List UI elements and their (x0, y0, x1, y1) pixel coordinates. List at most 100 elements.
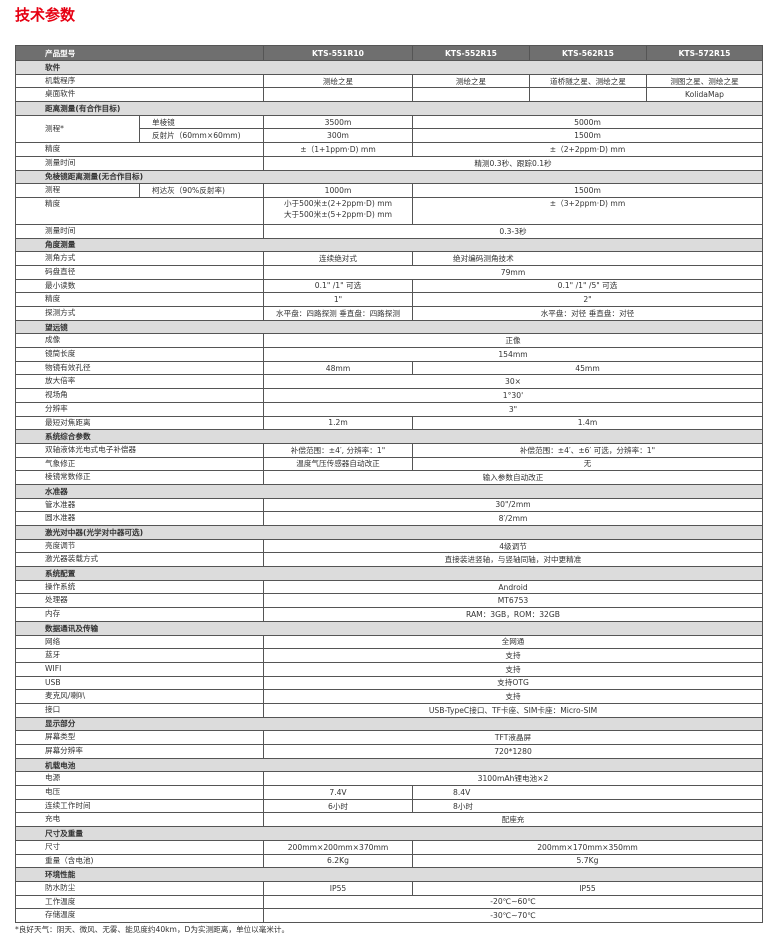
model-header: KTS-551R10 (263, 45, 413, 61)
table-row: 成像 正像 (15, 333, 763, 349)
row-label: 测量时间 (15, 223, 264, 239)
section-title: 激光对中器(光学对中器可选) (15, 525, 763, 540)
section-title: 系统综合参数 (15, 429, 763, 444)
spec-value: TFT液晶屏 (263, 730, 763, 745)
row-label: 放大倍率 (15, 374, 264, 390)
section-header: 角度测量 (15, 237, 763, 253)
spec-value: 1.4m (412, 415, 763, 431)
section-title: 环境性能 (15, 867, 763, 882)
row-label: 精度 (15, 292, 264, 307)
section-title: 软件 (15, 60, 763, 75)
spec-value: 8小时 (412, 798, 763, 814)
spec-value: KolidaMap (646, 87, 763, 103)
spec-value: 补偿范围：±4′、±6′ 可选，分辨率：1" (412, 442, 763, 458)
spec-value: Android (263, 579, 763, 595)
section-header: 望远镜 (15, 319, 763, 335)
spec-value: 1.2m (263, 415, 413, 431)
row-label: 码盘直径 (15, 264, 264, 280)
table-row: 操作系统 Android (15, 579, 763, 595)
row-label: 屏幕分辨率 (15, 744, 264, 759)
table-row: 测程* 单棱镜 3500m 5000m (15, 114, 763, 144)
row-label: 工作温度 (15, 894, 264, 910)
table-row: 防水防尘 IP55 IP55 (15, 880, 763, 896)
row-label: 操作系统 (15, 579, 264, 595)
spec-value: 水平盘：四路探测 垂直盘：四路探测 (263, 306, 413, 321)
spec-value: 4级调节 (263, 538, 763, 554)
section-title: 尺寸及重量 (15, 826, 763, 841)
spec-value: 45mm (412, 360, 763, 376)
spec-table: 产品型号 KTS-551R10 KTS-552R15 KTS-562R15 KTS-57… (15, 45, 763, 923)
table-row: 亮度调节 4级调节 (15, 538, 763, 554)
section-header: 尺寸及重量 (15, 826, 763, 841)
table-row: 精度 ±（1+1ppm·D) mm ±（2+2ppm·D) mm (15, 142, 763, 157)
row-label: 电压 (15, 785, 264, 800)
row-label: USB (15, 675, 264, 691)
spec-value: 温度气压传感器自动改正 (263, 456, 413, 472)
section-title: 免棱镜距离测量(无合作目标) (15, 169, 763, 185)
row-label: 物镜有效孔径 (15, 360, 264, 376)
row-label: 网络 (15, 634, 264, 650)
row-label: 激光器装载方式 (15, 552, 264, 568)
table-row: 蓝牙 支持 (15, 648, 763, 663)
spec-value: 3100mAh锂电池×2 (263, 771, 763, 787)
spec-value: 测绘之星 (263, 73, 413, 89)
spec-value: 2" (412, 292, 763, 307)
section-header: 水准器 (15, 483, 763, 499)
row-label: 圆水准器 (15, 511, 264, 526)
row-label: 亮度调节 (15, 538, 264, 554)
row-label: 最小读数 (15, 278, 264, 294)
table-row: 分辨率 3" (15, 401, 763, 417)
row-label: 视场角 (15, 388, 264, 403)
section-title: 显示部分 (15, 716, 763, 732)
table-row: 存储温度 -30℃~70℃ (15, 908, 763, 923)
table-row: 反射片（60mm×60mm) 300m 1500m (16, 128, 763, 144)
table-row: 精度 1" 2" (15, 292, 763, 307)
spec-value: 30× (263, 374, 763, 390)
row-label: 测程* (15, 114, 140, 144)
spec-value: 5.7Kg (412, 853, 763, 869)
table-row: 精度 小于500米±(2+2ppm·D) mm 大于500米±(5+2ppm·D)… (15, 196, 763, 225)
table-row: 桌面软件 KolidaMap (15, 87, 763, 103)
row-label: 精度 (15, 142, 264, 157)
table-row: 充电 配座充 (15, 812, 763, 828)
table-row: 连续工作时间 6小时 8小时 (15, 798, 763, 814)
spec-value (263, 87, 413, 103)
spec-value: 连续绝对式 (263, 251, 413, 266)
spec-value: 测图之星、测绘之星 (646, 73, 763, 89)
table-row: 处理器 MT6753 (15, 593, 763, 609)
table-row: 屏幕分辨率 720*1280 (15, 744, 763, 759)
table-row: 最小读数 0.1" /1" 可选 0.1" /1" /5" 可选 (15, 278, 763, 294)
spec-value: 1°30' (263, 388, 763, 403)
spec-value: 48mm (263, 360, 413, 376)
row-label: 测角方式 (15, 251, 264, 266)
table-row: 网络 全网通 (15, 634, 763, 650)
table-row: 测量时间 精测0.3秒、跟踪0.1秒 (15, 155, 763, 171)
table-row: 麦克风/喇叭 支持 (15, 689, 763, 704)
row-label: 管水准器 (15, 497, 264, 513)
table-row: 测角方式 连续绝对式 绝对编码测角技术 (15, 251, 763, 266)
page-title: 技术参数 (15, 6, 76, 24)
spec-value: 绝对编码测角技术 (412, 251, 763, 266)
row-label: 机载程序 (15, 73, 264, 89)
row-label: 内存 (15, 607, 264, 622)
spec-value: 3500m (263, 114, 413, 130)
row-label: 防水防尘 (15, 880, 264, 896)
spec-value: 无 (412, 456, 763, 472)
table-row: 放大倍率 30× (15, 374, 763, 390)
table-row: 测量时间 0.3-3秒 (15, 223, 763, 239)
row-label: WIFI (15, 661, 264, 677)
spec-value: IP55 (263, 880, 413, 896)
spec-value (412, 87, 530, 103)
spec-value: 小于500米±(2+2ppm·D) mm 大于500米±(5+2ppm·D) m… (263, 196, 413, 225)
spec-value: MT6753 (263, 593, 763, 609)
table-row: 最短对焦距离 1.2m 1.4m (15, 415, 763, 431)
table-header-row: 产品型号 KTS-551R10 KTS-552R15 KTS-562R15 KTS-57… (15, 45, 763, 61)
spec-value: ±（1+1ppm·D) mm (263, 142, 413, 157)
spec-value: -30℃~70℃ (263, 908, 763, 923)
table-row: 视场角 1°30' (15, 388, 763, 403)
row-label: 连续工作时间 (15, 798, 264, 814)
spec-value: 支持 (263, 689, 763, 704)
table-row: 气象修正 温度气压传感器自动改正无 (15, 456, 763, 472)
spec-value: 0.1" /1" /5" 可选 (412, 278, 763, 294)
spec-value: 7.4V (263, 785, 413, 800)
